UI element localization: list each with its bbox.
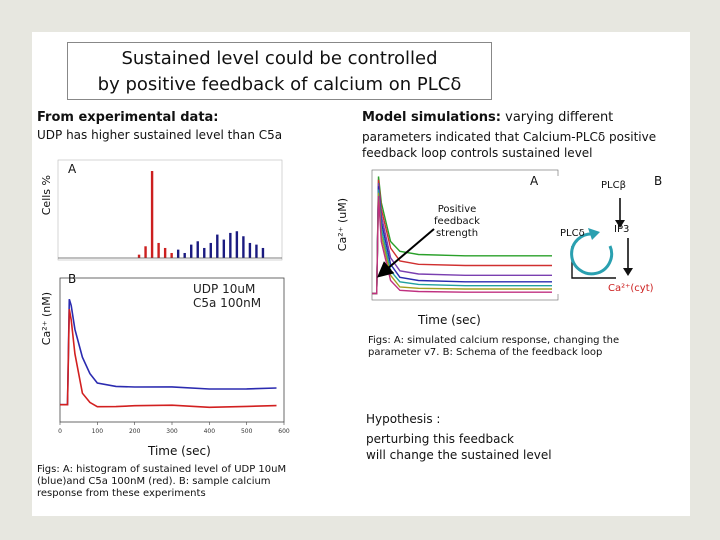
panel-a-label: A: [68, 162, 77, 176]
hist-bar: [137, 254, 141, 258]
hist-frame: [57, 159, 283, 261]
x-tick-label: 0: [58, 428, 62, 435]
x-tick-label: 200: [129, 428, 141, 435]
calcium-response-panel-b: 0 100 200 300 400 500 600: [58, 277, 290, 435]
hist-bar: [183, 252, 186, 258]
feedback-strength-arrow: [376, 228, 435, 278]
hist-bar: [144, 246, 147, 258]
trace-c5a: [60, 309, 277, 409]
sim-curve-7: [372, 195, 558, 295]
right-text-line-3: feedback loop controls sustained level: [362, 146, 593, 160]
hypothesis-line-2: will change the sustained level: [366, 448, 552, 462]
simulation-panel-a: [371, 169, 559, 301]
hypothesis-title: Hypothesis :: [366, 412, 441, 426]
hist-bar: [216, 234, 219, 258]
hist-bar: [203, 247, 206, 258]
panel-b-label: B: [68, 272, 77, 286]
hist-bar: [196, 241, 199, 258]
arrow-label-1: Positive: [437, 204, 477, 215]
x-tick-label: 400: [204, 428, 216, 435]
arrow-label-3: strength: [435, 228, 479, 239]
hist-bar: [163, 247, 167, 258]
sim-panel-b-label: B: [654, 174, 663, 188]
legend-c5a: C5a 100nM: [193, 296, 262, 310]
panel-b-ylabel: Ca²⁺ (nM): [40, 292, 53, 346]
hist-bar: [255, 244, 258, 258]
trace-udp: [60, 298, 277, 406]
left-caption: Figs: A: histogram of sustained level of…: [37, 464, 287, 499]
hist-bar: [176, 249, 180, 258]
hist-bar: [150, 171, 154, 258]
panel-a-ylabel: Cells %: [40, 175, 53, 216]
schema-plcd: PLCδ: [560, 228, 585, 239]
left-xlabel: Time (sec): [148, 444, 211, 458]
feedback-schema: [552, 176, 670, 294]
hist-bar: [222, 239, 226, 258]
hist-bar: [242, 236, 245, 258]
hist-bar: [190, 244, 193, 258]
legend-udp: UDP 10uM: [193, 282, 256, 296]
hist-bar: [209, 242, 212, 258]
sim-panel-a-label: A: [530, 174, 539, 188]
right-text-line-2: parameters indicated that Calcium-PLCδ p…: [362, 130, 657, 144]
x-tick-label: 600: [278, 428, 290, 435]
x-tick-label: 100: [92, 428, 104, 435]
hist-bar: [261, 247, 265, 258]
hist-bar: [229, 232, 232, 258]
right-ylabel: Ca²⁺ (uM): [336, 198, 349, 252]
left-subheading: UDP has higher sustained level than C5a: [37, 128, 283, 142]
feedback-loop-arrowhead: [588, 228, 600, 240]
hist-bar: [248, 242, 252, 258]
histogram-panel-a: [57, 159, 283, 261]
arrow-label: Positive feedback strength: [426, 204, 488, 240]
hypothesis-line-1: perturbing this feedback: [366, 432, 515, 446]
title-line-2: by positive feedback of calcium on PLCδ: [97, 74, 462, 95]
right-heading: Model simulations: varying different: [362, 110, 613, 125]
hist-bar: [157, 242, 160, 258]
right-caption: Figs: A: simulated calcium response, cha…: [368, 335, 620, 358]
x-tick-label: 500: [241, 428, 253, 435]
arrow-label-2: feedback: [434, 216, 480, 227]
right-xlabel: Time (sec): [418, 313, 481, 327]
right-heading-rest: varying different: [501, 110, 614, 125]
left-heading: From experimental data:: [37, 110, 219, 125]
plcb-arrowhead: [615, 220, 625, 228]
x-tick-label: 300: [166, 428, 178, 435]
schema-ip3: IP3: [614, 224, 630, 235]
plot-frame: [59, 277, 285, 423]
title-line-1: Sustained level could be controlled: [121, 48, 438, 69]
hist-bar: [235, 231, 239, 258]
feedback-loop-arrow: [570, 232, 614, 276]
right-heading-bold: Model simulations:: [362, 110, 501, 125]
schema-plcb: PLCβ: [601, 180, 626, 191]
schema-ca: Ca²⁺(cyt): [608, 283, 654, 294]
title-box: Sustained level could be controlled by p…: [67, 42, 492, 100]
ip3-arrowhead: [623, 268, 633, 276]
hist-bar: [170, 252, 173, 258]
